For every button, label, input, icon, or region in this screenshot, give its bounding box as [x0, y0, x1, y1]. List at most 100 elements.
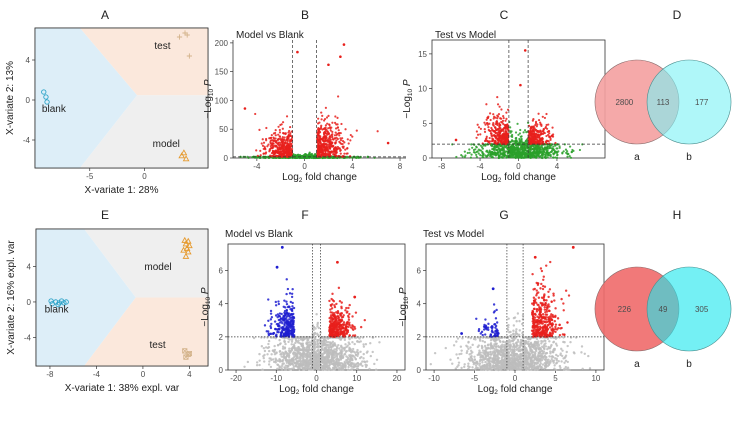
- point-significant-up: [328, 299, 331, 303]
- point-significant-up: [533, 132, 536, 135]
- x-tick-label: 4: [187, 370, 192, 379]
- point-significant-up: [345, 152, 348, 155]
- point-not-significant: [356, 348, 359, 352]
- point-significant-down: [278, 325, 281, 328]
- point-not-significant: [356, 339, 359, 343]
- point-significant-down: [274, 327, 277, 331]
- point-not-significant: [302, 154, 305, 157]
- point-not-significant: [497, 155, 501, 159]
- x-tick-label: -4: [93, 370, 101, 379]
- point-significant-down: [504, 134, 508, 138]
- point-model: [182, 240, 190, 247]
- point-not-significant: [316, 349, 319, 352]
- point-significant-down: [270, 322, 273, 326]
- point-significant-up: [534, 123, 537, 127]
- point-significant-down: [489, 132, 493, 135]
- point-significant-up: [538, 140, 541, 143]
- point-not-significant: [331, 350, 335, 353]
- point-significant-up: [539, 123, 542, 126]
- point-not-significant: [351, 341, 354, 344]
- point-not-significant: [317, 326, 321, 330]
- point-not-significant: [326, 366, 329, 370]
- point-not-significant: [520, 145, 524, 148]
- point-not-significant: [328, 348, 332, 352]
- point-not-significant: [290, 338, 294, 342]
- point-not-significant: [506, 152, 509, 155]
- point-significant-up: [339, 139, 343, 142]
- point-significant-down: [268, 148, 271, 151]
- point-significant-up: [320, 118, 323, 121]
- x-tick-label: 0: [141, 370, 146, 379]
- point-significant-up: [336, 145, 339, 149]
- point-not-significant: [509, 131, 512, 134]
- point-significant-down: [278, 128, 281, 132]
- point-not-significant: [316, 321, 320, 325]
- point-significant-up: [329, 335, 332, 338]
- point-not-significant: [355, 365, 358, 368]
- series-blank: [41, 89, 50, 105]
- point-significant-up: [331, 133, 334, 136]
- point-not-significant: [553, 150, 557, 154]
- point-significant-down: [277, 318, 281, 322]
- point-significant-up: [319, 137, 323, 140]
- point-not-significant: [281, 364, 284, 367]
- panel-label-a: A: [101, 8, 109, 22]
- point-not-significant: [520, 152, 523, 155]
- point-not-significant: [523, 146, 526, 149]
- point-significant-up: [342, 321, 346, 324]
- point-not-significant: [258, 363, 261, 367]
- point-not-significant: [284, 364, 287, 367]
- point-significant-up: [534, 122, 538, 125]
- point-significant-up: [540, 138, 543, 141]
- point-significant-down: [504, 119, 507, 122]
- point-significant-down: [291, 328, 294, 331]
- point-significant-down: [288, 129, 291, 133]
- point-significant-up: [532, 118, 535, 121]
- point-significant-up: [531, 132, 534, 135]
- point-not-significant: [305, 341, 308, 344]
- point-not-significant: [463, 150, 466, 153]
- point-not-significant: [316, 338, 320, 342]
- region-test: [84, 297, 208, 366]
- point-not-significant: [509, 146, 512, 149]
- x-axis-title-subscript: 2: [498, 177, 502, 184]
- point-significant-down: [488, 136, 491, 140]
- point-significant-up: [348, 312, 351, 316]
- point-not-significant: [313, 331, 317, 335]
- x-tick-label: -5: [86, 172, 94, 181]
- point-not-significant: [311, 347, 314, 350]
- point-significant-down: [287, 323, 291, 327]
- point-significant-up: [342, 314, 345, 317]
- point-not-significant: [341, 366, 345, 369]
- point-significant-up: [354, 311, 358, 314]
- point-not-significant: [487, 153, 490, 156]
- point-significant-down: [274, 129, 277, 132]
- point-not-significant: [263, 360, 266, 363]
- venn-count-intersection: 113: [657, 98, 670, 107]
- point-significant-down: [291, 326, 294, 329]
- point-significant-up: [328, 147, 331, 150]
- point-extreme: [336, 260, 339, 264]
- point-significant-up: [329, 151, 332, 155]
- point-significant-up: [331, 299, 335, 302]
- point-not-significant: [252, 336, 256, 340]
- point-significant-up: [335, 136, 338, 139]
- point-not-significant: [315, 332, 319, 335]
- point-not-significant: [276, 343, 280, 347]
- point-significant-down: [281, 322, 284, 325]
- point-significant-down: [501, 119, 505, 122]
- point-significant-up: [323, 133, 326, 137]
- point-not-significant: [502, 147, 505, 150]
- point-not-significant: [479, 144, 482, 147]
- point-significant-up: [335, 302, 338, 306]
- panel-label-b: B: [301, 8, 309, 22]
- point-significant-down: [263, 324, 267, 327]
- point-not-significant: [541, 156, 544, 160]
- point-not-significant: [515, 148, 518, 151]
- point-not-significant: [336, 156, 339, 159]
- point-not-significant: [337, 336, 341, 340]
- point-not-significant: [326, 348, 330, 351]
- point-significant-down: [275, 145, 278, 148]
